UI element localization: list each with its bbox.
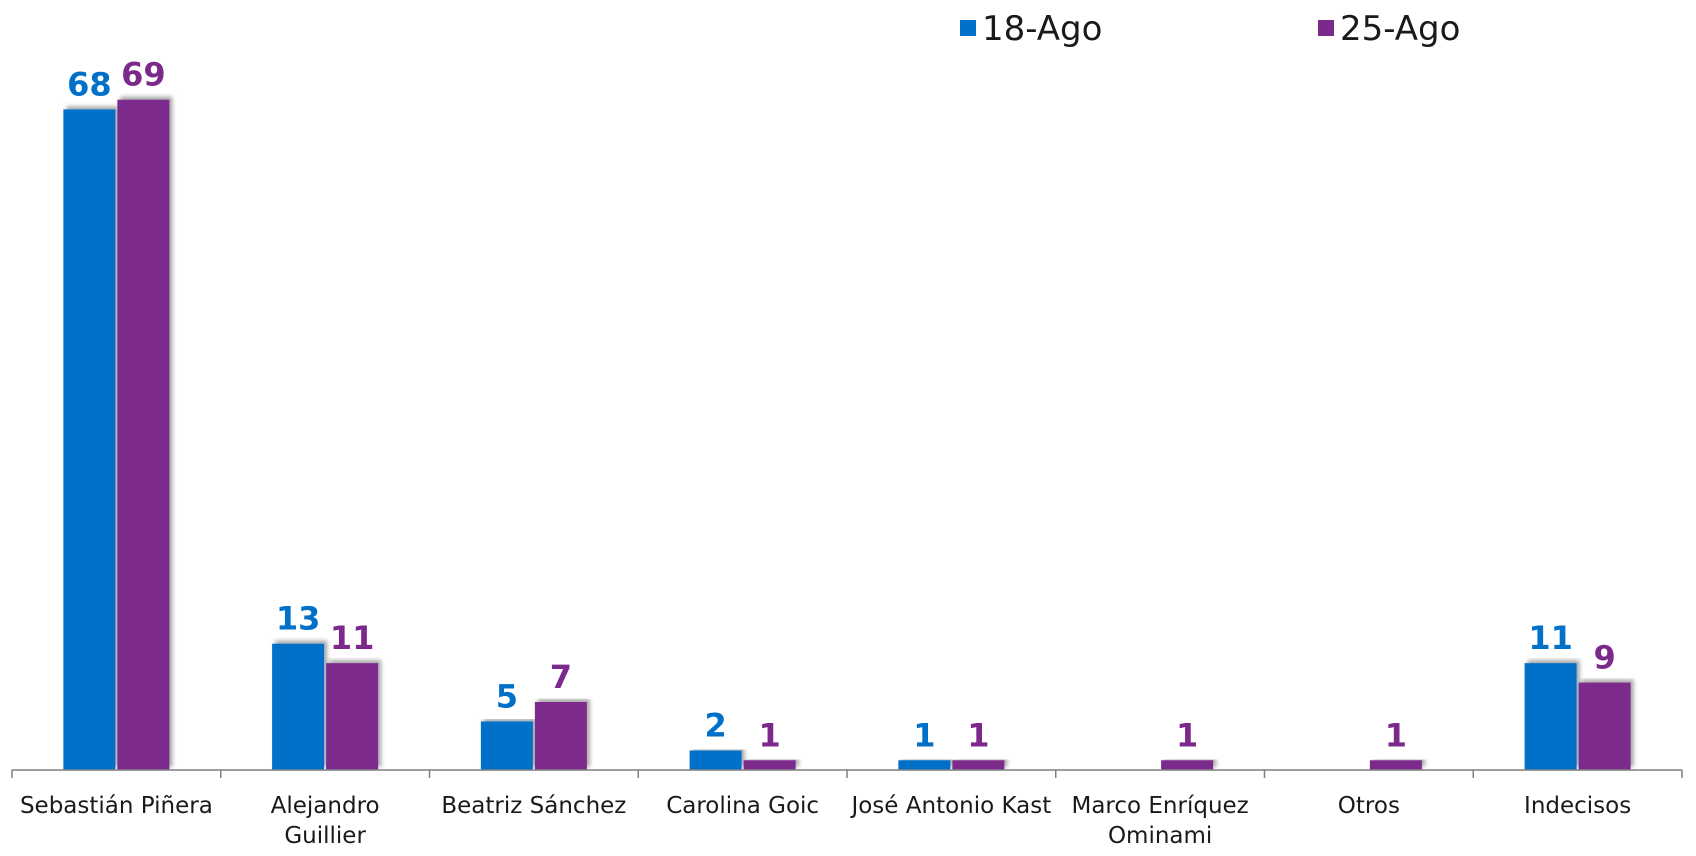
bar-18-ago [272, 643, 325, 770]
x-tick-label: José Antonio Kast [849, 793, 1051, 819]
bar-18-ago [63, 109, 116, 770]
data-label: 11 [1528, 619, 1573, 657]
bar-25-ago [952, 760, 1005, 770]
data-label: 1 [1176, 716, 1198, 754]
data-label: 13 [276, 600, 321, 638]
bar-18-ago [480, 721, 533, 770]
bar-25-ago [1161, 760, 1214, 770]
x-tick-label: Carolina Goic [666, 793, 819, 819]
data-label: 69 [121, 56, 166, 94]
data-label: 5 [496, 677, 518, 715]
legend-label: 18-Ago [982, 9, 1102, 49]
data-label: 1 [1385, 716, 1407, 754]
data-label: 2 [704, 707, 726, 745]
legend-swatch [960, 20, 976, 36]
x-axis: Sebastián Piñera Alejandro Guillier Beatriz… [11, 769, 1683, 849]
x-tick-label: Indecisos [1524, 793, 1631, 819]
bar-25-ago [743, 760, 796, 770]
bar-18-ago [898, 760, 951, 770]
x-tick-label: Marco Enríquez Ominami [1071, 793, 1248, 849]
bar-25-ago [117, 99, 170, 770]
bar-25-ago [534, 702, 587, 770]
data-label: 7 [550, 658, 572, 696]
bar-25-ago [326, 663, 379, 770]
legend-swatch [1318, 20, 1334, 36]
x-tick-label: Alejandro Guillier [271, 793, 380, 849]
data-label: 1 [967, 716, 989, 754]
bar-18-ago [689, 750, 742, 770]
bar-18-ago [1524, 663, 1577, 770]
data-label: 1 [758, 716, 780, 754]
data-label: 9 [1593, 639, 1615, 677]
bars-layer [63, 99, 1631, 770]
data-label: 11 [330, 619, 375, 657]
legend-label: 25-Ago [1340, 9, 1460, 49]
bar-25-ago [1369, 760, 1422, 770]
x-tick-label: Sebastián Piñera [20, 793, 213, 819]
bar-25-ago [1578, 682, 1631, 770]
data-label: 68 [67, 65, 112, 103]
x-tick-label: Beatriz Sánchez [441, 793, 626, 819]
legend: 18-Ago 25-Ago [960, 9, 1460, 49]
data-label: 1 [913, 716, 935, 754]
x-tick-label: Otros [1338, 793, 1400, 819]
